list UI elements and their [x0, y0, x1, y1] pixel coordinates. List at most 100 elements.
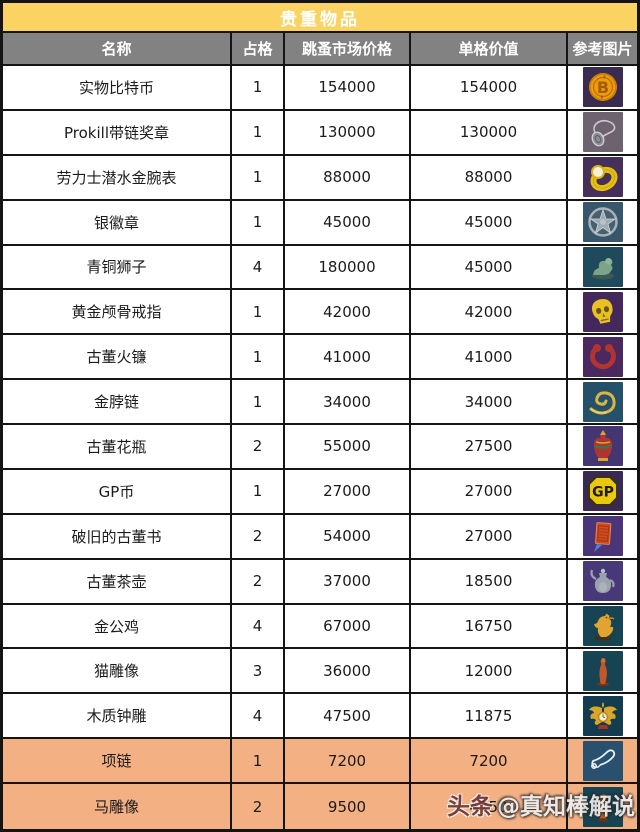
item-slots: 2	[232, 514, 285, 558]
item-name: 猫雕像	[3, 649, 232, 693]
item-name: 银徽章	[3, 200, 232, 244]
column-header-image: 参考图片	[568, 33, 637, 64]
column-header-price: 跳蚤市场价格	[285, 33, 411, 64]
item-slots: 1	[232, 469, 285, 513]
table-row: 古董花瓶 2 55000 27500	[3, 425, 637, 470]
item-flea-price: 180000	[285, 245, 411, 289]
gold-rooster-icon	[582, 606, 623, 647]
item-flea-price: 54000	[285, 514, 411, 558]
column-header-name: 名称	[3, 33, 232, 64]
bronze-lion-icon	[582, 246, 623, 287]
table-row: 实物比特币 1 154000 154000 B	[3, 66, 637, 111]
item-name: 实物比特币	[3, 66, 232, 109]
item-name: 木质钟雕	[3, 694, 232, 738]
table-body: 实物比特币 1 154000 154000 B Prokill带链奖章 1 130000 130…	[3, 66, 637, 829]
item-name: 古董火镰	[3, 335, 232, 379]
column-header-slots: 占格	[232, 33, 285, 64]
item-unit-value: 27000	[411, 514, 568, 558]
item-slots: 1	[232, 200, 285, 244]
silver-badge-icon	[582, 202, 623, 243]
item-image-cell	[568, 514, 637, 558]
item-name: 破旧的古董书	[3, 514, 232, 558]
table-row: 金公鸡 4 67000 16750	[3, 604, 637, 650]
table-row: 金脖链 1 34000 34000	[3, 380, 637, 426]
item-flea-price: 34000	[285, 380, 411, 424]
item-unit-value: 27500	[411, 425, 568, 468]
item-slots: 4	[232, 694, 285, 738]
item-flea-price: 36000	[285, 649, 411, 693]
svg-text:B: B	[596, 78, 608, 97]
item-image-cell	[568, 425, 637, 468]
item-unit-value: 7200	[411, 739, 568, 783]
item-unit-value: 88000	[411, 155, 568, 199]
item-slots: 4	[232, 604, 285, 648]
antique-teapot-icon	[582, 561, 623, 602]
table-row: 项链 1 7200 7200	[3, 739, 637, 785]
table-row: 破旧的古董书 2 54000 27000	[3, 514, 637, 560]
table-row: 古董火镰 1 41000 41000	[3, 335, 637, 381]
item-image-cell	[568, 649, 637, 693]
item-name: 项链	[3, 739, 232, 783]
table-row: 古董茶壶 2 37000 18500	[3, 559, 637, 605]
item-slots: 2	[232, 425, 285, 468]
item-unit-value: 16750	[411, 604, 568, 648]
item-image-cell	[568, 200, 637, 244]
item-name: 马雕像	[3, 784, 232, 829]
item-slots: 2	[232, 784, 285, 829]
item-name: 古董花瓶	[3, 425, 232, 468]
item-unit-value: 4750	[411, 784, 568, 829]
item-flea-price: 130000	[285, 110, 411, 154]
item-slots: 1	[232, 335, 285, 379]
bitcoin-coin-icon: B	[582, 67, 623, 108]
table-row: 猫雕像 3 36000 12000	[3, 649, 637, 695]
gp-coin-icon: GP	[582, 471, 623, 512]
item-flea-price: 45000	[285, 200, 411, 244]
item-image-cell	[568, 559, 637, 603]
item-flea-price: 41000	[285, 335, 411, 379]
item-image-cell	[568, 290, 637, 334]
item-unit-value: 41000	[411, 335, 568, 379]
item-image-cell	[568, 380, 637, 424]
item-unit-value: 18500	[411, 559, 568, 603]
table-row: 劳力士潜水金腕表 1 88000 88000	[3, 155, 637, 201]
item-unit-value: 42000	[411, 290, 568, 334]
item-unit-value: 34000	[411, 380, 568, 424]
item-name: 金公鸡	[3, 604, 232, 648]
item-image-cell: B	[568, 66, 637, 109]
gold-watch-icon	[582, 157, 623, 198]
table-row: 青铜狮子 4 180000 45000	[3, 245, 637, 291]
item-image-cell: GP	[568, 469, 637, 513]
item-name: 金脖链	[3, 380, 232, 424]
table-row: Prokill带链奖章 1 130000 130000	[3, 110, 637, 156]
item-image-cell	[568, 694, 637, 738]
item-unit-value: 45000	[411, 200, 568, 244]
table-title: 贵重物品	[3, 3, 637, 33]
item-flea-price: 154000	[285, 66, 411, 109]
fire-striker-icon	[582, 336, 623, 377]
item-flea-price: 88000	[285, 155, 411, 199]
item-flea-price: 55000	[285, 425, 411, 468]
item-name: Prokill带链奖章	[3, 110, 232, 154]
item-unit-value: 130000	[411, 110, 568, 154]
item-name: 劳力士潜水金腕表	[3, 155, 232, 199]
antique-book-icon	[582, 516, 623, 557]
item-flea-price: 42000	[285, 290, 411, 334]
item-unit-value: 27000	[411, 469, 568, 513]
item-flea-price: 27000	[285, 469, 411, 513]
item-name: GP币	[3, 469, 232, 513]
table-row: 银徽章 1 45000 45000	[3, 200, 637, 246]
item-flea-price: 37000	[285, 559, 411, 603]
item-image-cell	[568, 335, 637, 379]
item-image-cell	[568, 155, 637, 199]
item-slots: 1	[232, 110, 285, 154]
item-name: 青铜狮子	[3, 245, 232, 289]
item-slots: 1	[232, 66, 285, 109]
column-header-unit: 单格价值	[411, 33, 568, 64]
item-slots: 4	[232, 245, 285, 289]
item-image-cell	[568, 604, 637, 648]
item-unit-value: 11875	[411, 694, 568, 738]
item-image-cell	[568, 739, 637, 783]
item-unit-value: 154000	[411, 66, 568, 109]
item-slots: 2	[232, 559, 285, 603]
